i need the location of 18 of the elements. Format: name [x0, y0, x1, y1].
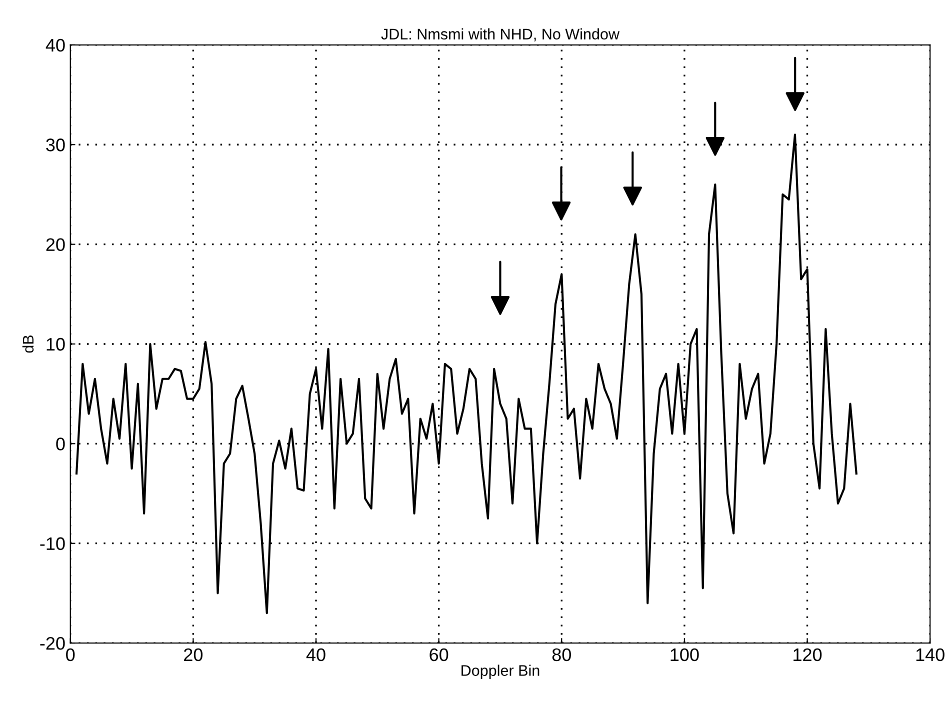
x-tick-label: 0: [66, 648, 75, 662]
x-tick-label: 140: [916, 648, 944, 662]
y-tick-label: 30: [46, 138, 65, 152]
y-tick-label: 10: [46, 338, 65, 351]
x-tick-label: 40: [306, 648, 326, 662]
y-tick-label: 40: [46, 38, 65, 52]
x-tick-label: 60: [430, 648, 448, 662]
x-tick-label: 120: [794, 648, 822, 662]
y-axis-title: dB: [22, 335, 34, 353]
y-tick-label: -10: [40, 537, 65, 550]
x-tick-label: 100: [670, 648, 699, 662]
x-tick-label: 20: [184, 648, 203, 662]
x-tick-label: 80: [552, 648, 571, 662]
x-axis-title: Doppler Bin: [462, 664, 540, 679]
y-tick-label: 0: [56, 438, 65, 450]
chart-title: JDL: Nmsmi with NHD, No Window: [381, 28, 620, 42]
y-tick-label: 20: [46, 238, 65, 252]
y-tick-label: -20: [40, 636, 65, 650]
